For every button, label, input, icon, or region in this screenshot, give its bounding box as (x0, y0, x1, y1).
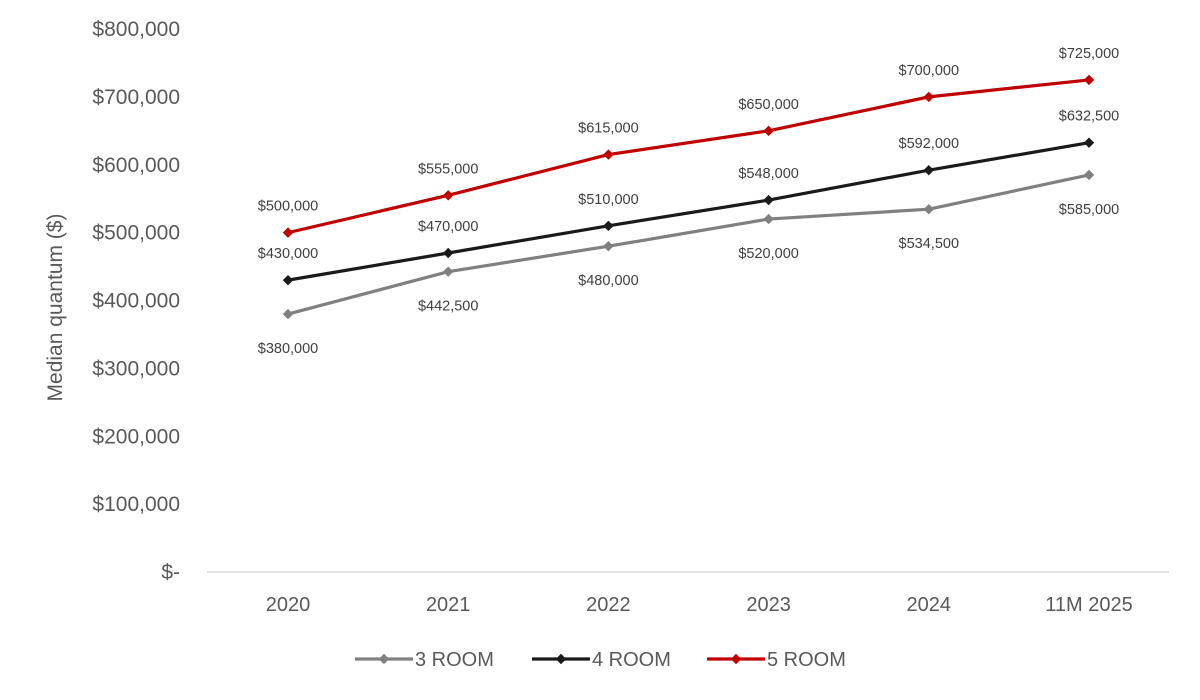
x-tick-label: 2020 (266, 594, 311, 616)
data-point-marker (1083, 169, 1095, 181)
data-point-marker (282, 274, 294, 286)
data-point-marker (763, 213, 774, 225)
data-point-marker (282, 227, 294, 238)
data-label: $632,500 (1059, 109, 1119, 125)
y-axis-title: Median quantum ($) (44, 214, 67, 402)
data-point-marker (603, 220, 614, 232)
data-label: $700,000 (899, 63, 959, 79)
data-point-marker (923, 91, 934, 103)
x-tick-label: 2024 (907, 594, 952, 616)
data-label: $592,000 (899, 136, 959, 152)
data-label: $380,000 (258, 341, 318, 357)
y-tick-label: $300,000 (92, 357, 180, 380)
data-point-marker (282, 308, 294, 320)
data-label: $650,000 (738, 97, 798, 113)
x-tick-label: 2023 (746, 594, 791, 616)
y-tick-label: $200,000 (92, 425, 180, 448)
legend-marker (555, 653, 567, 665)
y-tick-label: $700,000 (92, 86, 180, 109)
y-tick-label: $600,000 (92, 154, 180, 177)
data-label: $555,000 (418, 161, 478, 177)
data-label: $548,000 (738, 166, 798, 182)
y-tick-label: $100,000 (92, 493, 180, 516)
data-label: $442,500 (418, 299, 478, 315)
y-tick-label: $500,000 (92, 222, 180, 245)
data-point-marker (443, 190, 454, 201)
data-point-marker (763, 194, 774, 206)
data-label: $510,000 (578, 192, 638, 208)
data-label: $534,500 (899, 236, 959, 252)
data-label: $725,000 (1059, 46, 1119, 62)
data-label: $480,000 (578, 273, 638, 289)
data-point-marker (603, 149, 614, 160)
data-label: $520,000 (738, 246, 798, 262)
data-point-marker (1083, 137, 1095, 148)
series-line-2 (286, 78, 1091, 235)
data-point-marker (923, 204, 934, 215)
y-tick-label: $400,000 (92, 290, 180, 313)
y-tick-label: $800,000 (92, 18, 180, 41)
data-point-marker (443, 266, 454, 277)
x-tick-label: 11M 2025 (1045, 594, 1132, 616)
data-label: $470,000 (418, 219, 478, 235)
legend-label: 4 ROOM (592, 649, 671, 671)
data-point-marker (443, 247, 454, 259)
data-label: $615,000 (578, 121, 638, 137)
x-tick-label: 2022 (586, 594, 631, 616)
data-label: $585,000 (1059, 202, 1119, 218)
data-point-marker (763, 125, 774, 137)
legend-marker (378, 653, 390, 665)
data-point-marker (603, 241, 614, 252)
series-line-0 (286, 173, 1091, 316)
data-point-marker (923, 164, 934, 176)
x-tick-label: 2021 (426, 594, 471, 616)
data-label: $430,000 (258, 246, 318, 262)
data-label: $500,000 (258, 199, 318, 215)
y-tick-label: $- (161, 561, 180, 584)
legend-marker (730, 653, 742, 665)
legend-label: 5 ROOM (767, 649, 846, 671)
data-point-marker (1083, 74, 1095, 86)
legend-label: 3 ROOM (415, 649, 494, 671)
series-line-1 (286, 141, 1091, 282)
